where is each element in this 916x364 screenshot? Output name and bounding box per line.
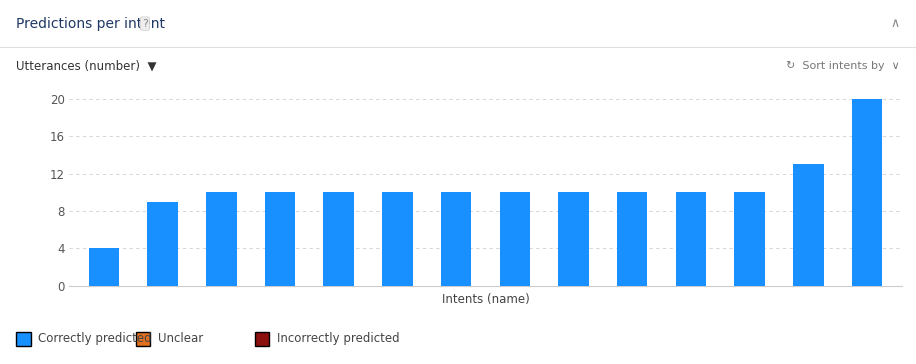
Text: ∧: ∧ [890, 17, 900, 30]
Bar [382, 192, 413, 286]
Text: Intents (name): Intents (name) [442, 293, 529, 306]
Bar [558, 192, 589, 286]
FancyBboxPatch shape [136, 332, 150, 346]
Text: Predictions per intent: Predictions per intent [16, 17, 166, 31]
Bar [852, 99, 882, 286]
Bar [265, 192, 295, 286]
Bar [323, 192, 354, 286]
Bar [499, 192, 530, 286]
Bar [147, 202, 178, 286]
FancyBboxPatch shape [255, 332, 269, 346]
Bar [441, 192, 472, 286]
Text: ↻  Sort intents by  ∨: ↻ Sort intents by ∨ [786, 61, 900, 71]
Bar [89, 248, 119, 286]
Text: Unclear: Unclear [158, 332, 202, 345]
Bar [206, 192, 236, 286]
Text: Incorrectly predicted: Incorrectly predicted [277, 332, 399, 345]
Bar [793, 164, 823, 286]
Bar [676, 192, 706, 286]
Bar [617, 192, 648, 286]
Bar [735, 192, 765, 286]
FancyBboxPatch shape [16, 332, 31, 346]
Text: Utterances (number)  ▼: Utterances (number) ▼ [16, 60, 157, 73]
Text: Correctly predicted: Correctly predicted [38, 332, 152, 345]
Text: ?: ? [142, 19, 147, 29]
